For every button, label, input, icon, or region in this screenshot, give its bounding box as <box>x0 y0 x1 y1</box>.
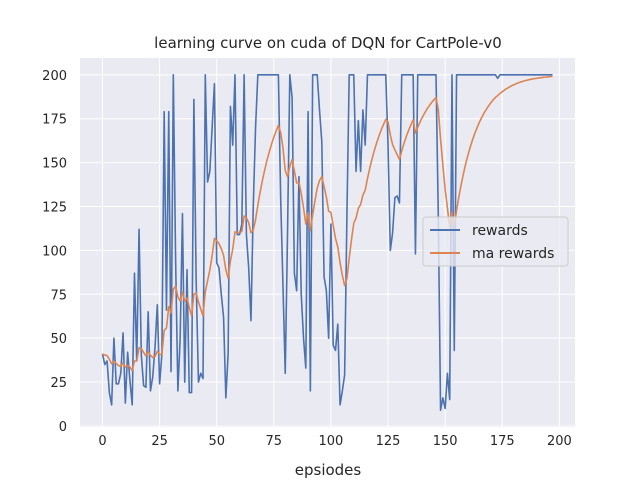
legend-label-rewards: rewards <box>472 223 528 239</box>
x-tick-label: 75 <box>266 434 283 449</box>
y-tick-label: 50 <box>50 332 67 347</box>
x-tick-label: 100 <box>319 434 344 449</box>
legend-label-ma-rewards: ma rewards <box>472 246 554 262</box>
x-tick-label: 0 <box>98 434 106 449</box>
x-tick-label: 200 <box>547 434 572 449</box>
y-tick-label: 125 <box>42 201 67 216</box>
x-axis-label: epsiodes <box>295 461 362 479</box>
x-tick-labels: 0 25 50 75 100 125 150 175 200 <box>98 434 571 449</box>
series-lines <box>101 74 553 411</box>
legend: rewards ma rewards <box>422 216 569 267</box>
series-line-ma-rewards <box>102 75 553 372</box>
y-tick-label: 0 <box>59 420 67 435</box>
y-tick-label: 200 <box>42 69 67 84</box>
y-tick-label: 175 <box>42 113 67 128</box>
x-tick-label: 150 <box>433 434 458 449</box>
y-tick-labels: 0 25 50 75 100 125 150 175 200 <box>42 69 67 435</box>
y-tick-label: 150 <box>42 157 67 172</box>
y-tick-label: 75 <box>50 288 67 303</box>
y-tick-label: 25 <box>50 376 67 391</box>
y-tick-label: 100 <box>42 244 67 259</box>
x-tick-label: 175 <box>490 434 515 449</box>
series-line-rewards <box>101 74 553 411</box>
x-tick-label: 50 <box>208 434 225 449</box>
x-tick-label: 25 <box>151 434 168 449</box>
x-tick-label: 125 <box>376 434 401 449</box>
chart-title: learning curve on cuda of DQN for CartPo… <box>154 34 502 52</box>
